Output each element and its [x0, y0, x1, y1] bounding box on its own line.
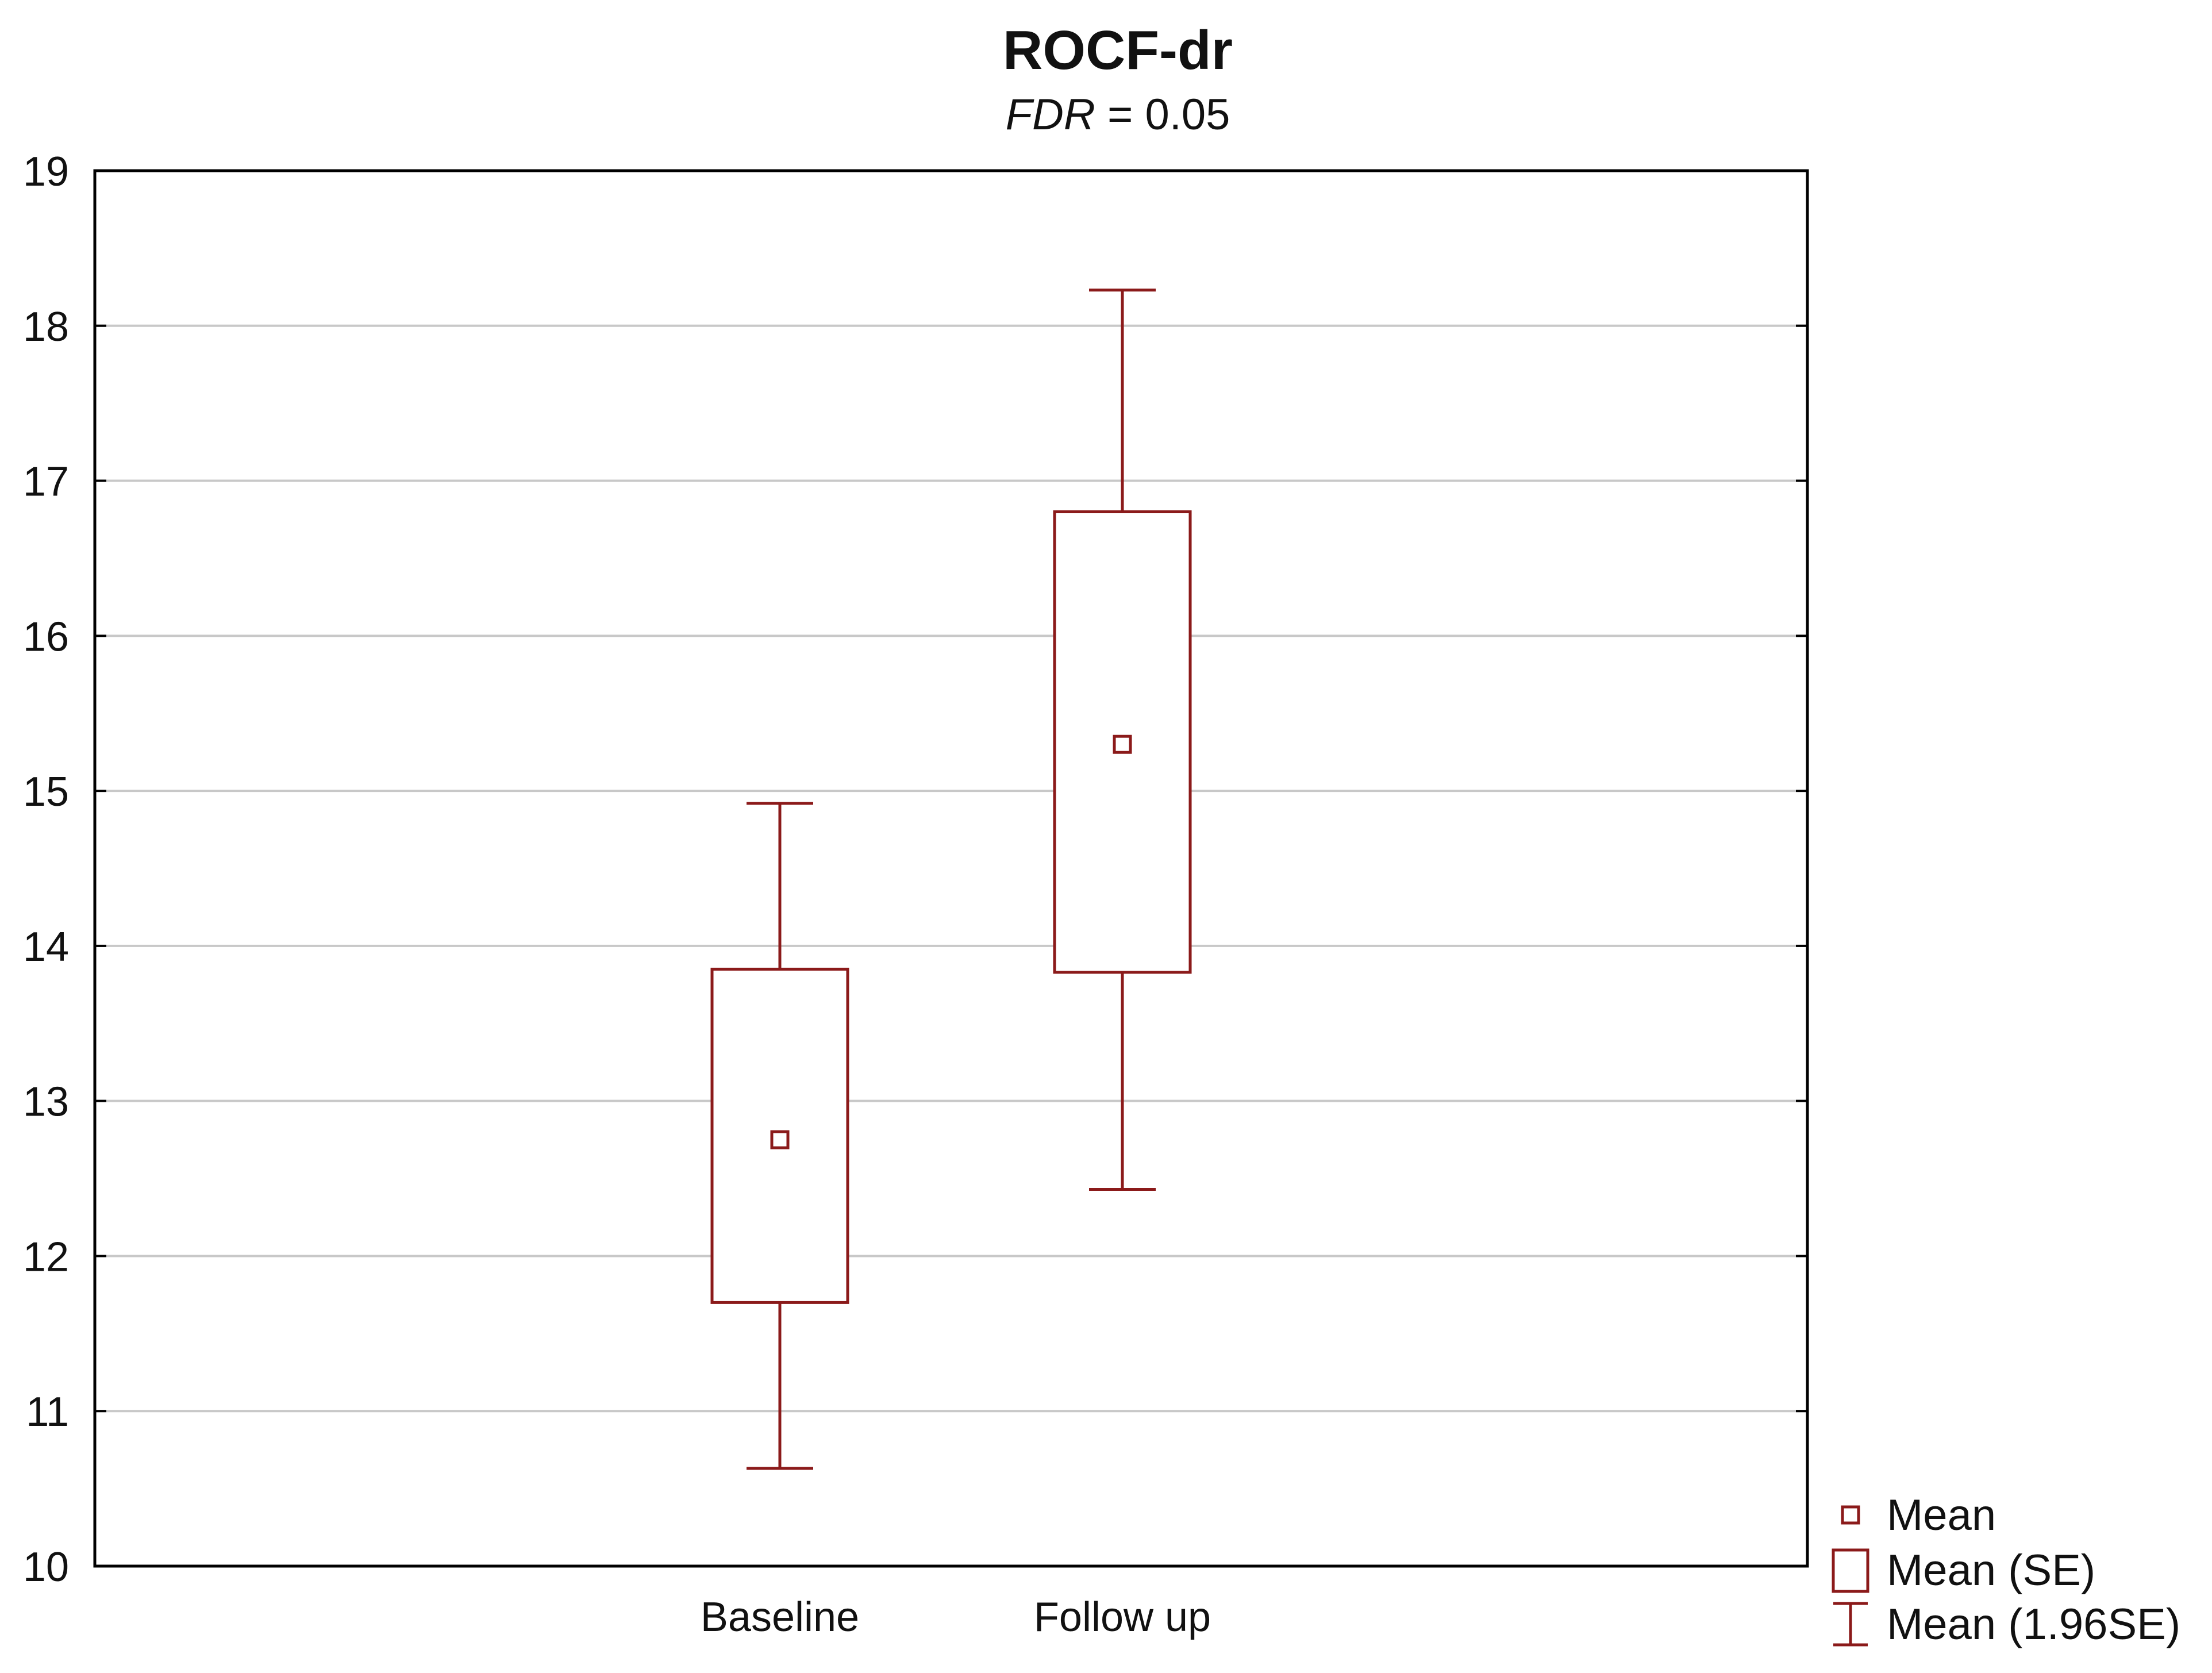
- y-tick-label: 18: [23, 304, 69, 350]
- plot-frame: [93, 169, 1809, 1568]
- subtitle-rest: = 0.05: [1095, 90, 1230, 139]
- legend-ci-label: Mean (1.96SE): [1887, 1600, 2180, 1649]
- y-axis-ticks: 10 11 12 13 14 15 16 17 18 19: [23, 149, 1807, 1590]
- legend-se-symbol: [1832, 1548, 1869, 1593]
- chart-subtitle: FDR = 0.05: [1006, 90, 1230, 139]
- mean-marker: [770, 1130, 790, 1149]
- y-tick-label: 10: [23, 1544, 69, 1590]
- x-axis-labels: Baseline Follow up: [701, 1594, 1211, 1640]
- y-tick-label: 19: [23, 149, 69, 195]
- y-tick-label: 12: [23, 1234, 69, 1280]
- box-follow-up: [1053, 289, 1192, 1191]
- legend-mean-symbol: [1841, 1505, 1860, 1525]
- plot-marks: [710, 289, 1192, 1470]
- box-baseline: [710, 802, 849, 1470]
- y-tick-label: 17: [23, 459, 69, 505]
- legend-se-label: Mean (SE): [1887, 1546, 2095, 1595]
- subtitle-italic: FDR: [1006, 90, 1095, 139]
- mean-marker: [1113, 734, 1132, 754]
- y-tick-label: 15: [23, 769, 69, 815]
- legend-mean-label: Mean: [1887, 1491, 1996, 1540]
- y-tick-label: 11: [26, 1389, 69, 1435]
- chart-title: ROCF-dr: [1003, 20, 1233, 81]
- grid-lines: [95, 324, 1807, 1413]
- legend: Mean Mean (SE) Mean (1.96SE): [1832, 1491, 2180, 1649]
- y-tick-label: 13: [23, 1079, 69, 1125]
- x-tick-label: Follow up: [1034, 1594, 1211, 1640]
- y-tick-label: 16: [23, 614, 69, 660]
- x-tick-label: Baseline: [701, 1594, 859, 1640]
- y-tick-label: 14: [23, 924, 69, 970]
